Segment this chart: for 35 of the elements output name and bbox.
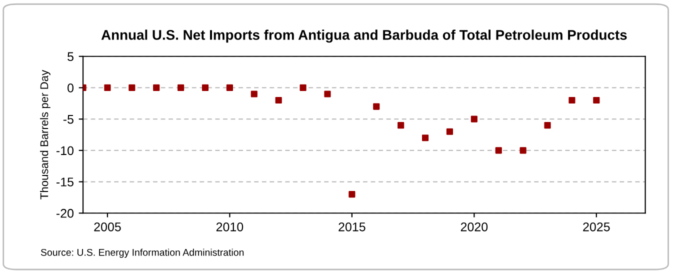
point (178, 84, 184, 92)
point (275, 96, 282, 104)
point (300, 84, 306, 92)
point (250, 90, 258, 98)
x-tick-label: 2020 (460, 222, 488, 232)
y-tick-label: 5 (68, 52, 74, 62)
point (153, 84, 160, 92)
x-tick-label: 2010 (216, 222, 244, 232)
point (128, 84, 136, 92)
x-tick-label: 2005 (94, 222, 121, 232)
point (544, 122, 551, 129)
point (226, 84, 233, 92)
point (520, 147, 526, 154)
y-tick-label: -15 (56, 178, 74, 186)
x-tick-label: 2015 (338, 222, 366, 232)
point (373, 103, 380, 110)
y-tick-label: -5 (63, 115, 74, 124)
point (422, 134, 429, 142)
y-tick-label: -10 (56, 146, 74, 156)
y-axis-title: Thousand Barrels per Day (40, 70, 50, 200)
source-note: Source: U.S. Energy Information Administration (40, 248, 244, 258)
point (470, 116, 478, 122)
chart-title: Annual U.S. Net Imports from Antigua and Barbuda of Total Petroleum Products (101, 30, 627, 43)
y-tick-label: -20 (56, 208, 74, 218)
point (202, 84, 209, 92)
point (104, 84, 111, 92)
x-tick-label: 2025 (583, 222, 610, 232)
point (495, 147, 502, 154)
point (348, 191, 356, 198)
point (446, 128, 454, 135)
point (398, 122, 404, 129)
y-tick-label: 0 (68, 84, 74, 92)
point (593, 96, 600, 104)
point (568, 96, 576, 104)
point (324, 90, 331, 98)
